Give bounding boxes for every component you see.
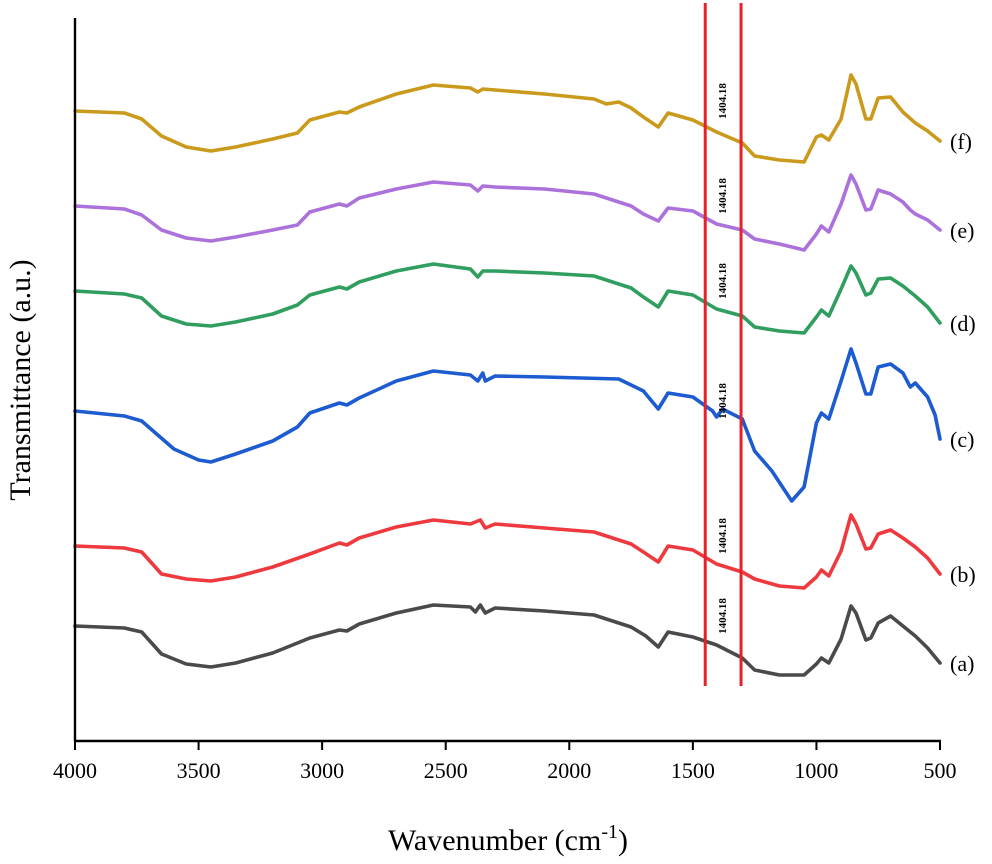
x-ticks: 4000 3500 3000 2500 2000 1500 1000 500 (53, 741, 957, 783)
series-label-d: (d) (950, 311, 976, 336)
series-label-c: (c) (950, 427, 974, 452)
series-line-f (73, 73, 942, 164)
peak-annotation: 1404.18 (717, 598, 729, 634)
series-label-e: (e) (950, 218, 974, 243)
series-line-c (73, 347, 942, 503)
series-labels: (a) (b) (c) (d) (e) (f) (950, 129, 976, 676)
peak-annotation: 1404.18 (717, 383, 729, 419)
x-tick-label: 2500 (424, 758, 468, 783)
x-tick-label: 4000 (53, 758, 97, 783)
x-tick-label: 2000 (547, 758, 591, 783)
series-line-e (73, 173, 942, 252)
x-tick-label: 1500 (671, 758, 715, 783)
series-line-d (73, 262, 942, 335)
x-axis-title: Wavenumber (cm-1) (388, 821, 628, 857)
series-label-b: (b) (950, 562, 976, 587)
series-line-b (73, 513, 942, 590)
reference-lines (703, 3, 743, 686)
peak-annotation: 1404.18 (717, 178, 729, 214)
x-tick-label: 3000 (300, 758, 344, 783)
x-tick-label: 1000 (794, 758, 838, 783)
x-axis-title-main: Wavenumber (cm (388, 824, 601, 857)
x-tick-label: 500 (924, 758, 957, 783)
y-axis-title: Transmittance (a.u.) (4, 259, 37, 500)
peak-annotation: 1404.18 (717, 263, 729, 299)
x-tick-label: 3500 (177, 758, 221, 783)
series-label-f: (f) (950, 129, 972, 154)
x-axis-title-superscript: -1 (601, 821, 618, 843)
series-traces (73, 73, 942, 677)
series-line-a (73, 603, 942, 677)
peak-annotations: 1404.18 1404.18 1404.18 1404.18 1404.18 1404.… (717, 83, 729, 634)
series-label-a: (a) (950, 651, 974, 676)
x-axis-title-tail: ) (618, 824, 628, 857)
peak-annotation: 1404.18 (717, 83, 729, 119)
peak-annotation: 1404.18 (717, 518, 729, 554)
